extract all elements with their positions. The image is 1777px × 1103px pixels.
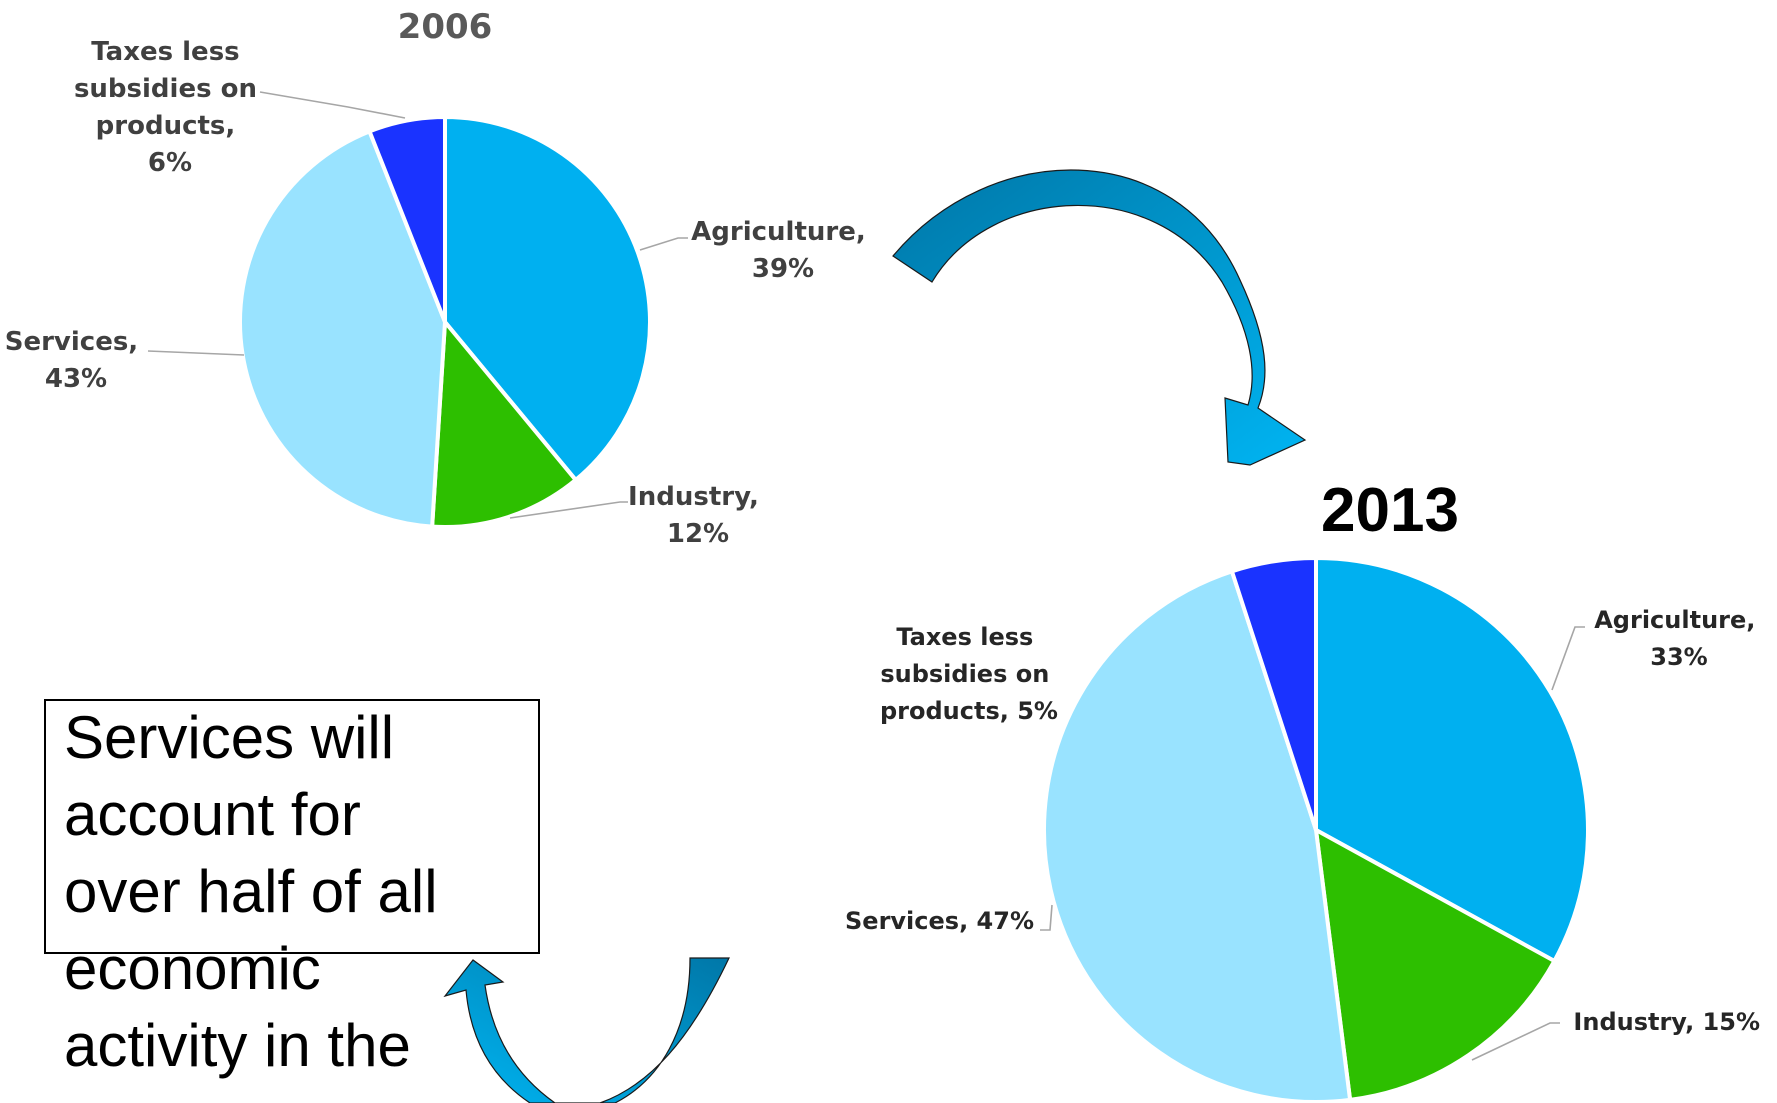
- label-2013-taxes: Taxes less subsidies on products, 5%: [880, 623, 1058, 725]
- leader-2013-services: [1040, 904, 1053, 931]
- pie-slice-industry: [430, 320, 578, 529]
- return-arrow-icon: [443, 957, 730, 1103]
- pie-slice-services: [238, 129, 447, 529]
- pie-2006-labels: Taxes less subsidies on products, 6% Agr…: [5, 37, 875, 549]
- pie-chart-2006: [238, 115, 652, 529]
- label-2006-taxes: Taxes less subsidies on products, 6%: [74, 37, 266, 178]
- callout-line: Services will: [64, 704, 395, 771]
- pie-chart-2013: [1041, 556, 1590, 1103]
- pie-2013-labels: Taxes less subsidies on products, 5% Agr…: [845, 606, 1764, 1061]
- leader-2006-taxes: [259, 91, 406, 119]
- label-2006-services: Services, 43%: [5, 327, 148, 394]
- pie-slice-agriculture: [443, 115, 652, 482]
- callout-line: over half of all: [64, 858, 438, 925]
- label-2013-agriculture: Agriculture, 33%: [1594, 606, 1764, 671]
- label-2013-industry: Industry, 15%: [1573, 1008, 1760, 1036]
- transition-arrow-icon: [892, 169, 1307, 466]
- label-2013-services: Services, 47%: [845, 907, 1034, 935]
- callout-text: Services will account for over half of a…: [44, 699, 536, 1084]
- leader-2006-agriculture: [639, 237, 688, 251]
- pie-slice-taxes: [367, 115, 447, 324]
- label-2006-industry: Industry, 12%: [628, 482, 768, 549]
- callout-box: [44, 699, 540, 954]
- pie-slice-taxes: [1229, 556, 1318, 832]
- pie-slice-agriculture: [1314, 556, 1590, 964]
- leader-2013-industry: [1471, 1022, 1560, 1061]
- leader-2006-industry: [509, 501, 628, 519]
- callout-line: economic: [64, 935, 321, 1002]
- label-2006-agriculture: Agriculture, 39%: [691, 217, 875, 284]
- chart-title-2013: 2013: [1321, 476, 1459, 545]
- callout-line: activity in the: [64, 1012, 411, 1079]
- chart-title-2006: 2006: [398, 7, 493, 47]
- callout-line: account for: [64, 781, 361, 848]
- pie-slice-industry: [1314, 828, 1557, 1102]
- leader-2006-services: [147, 350, 245, 356]
- leader-2013-agriculture: [1551, 626, 1585, 691]
